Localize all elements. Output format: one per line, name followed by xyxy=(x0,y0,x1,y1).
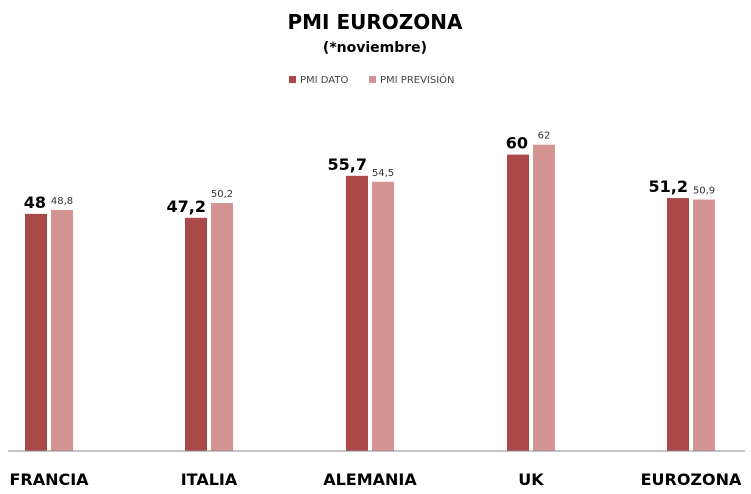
value-label-prevision-eurozona: 50,9 xyxy=(693,186,715,197)
value-label-prevision-francia: 48,8 xyxy=(51,196,73,207)
value-label-dato-francia: 48 xyxy=(24,193,46,212)
legend-swatch-prevision xyxy=(369,76,376,83)
value-label-prevision-alemania: 54,5 xyxy=(372,168,394,179)
legend-label-dato: PMI DATO xyxy=(300,75,348,86)
bar-prevision-francia xyxy=(51,209,73,451)
chart-title: PMI EUROZONA xyxy=(288,10,464,34)
bar-dato-eurozona xyxy=(667,198,689,451)
category-label-francia: FRANCIA xyxy=(9,470,89,489)
value-label-dato-alemania: 55,7 xyxy=(328,155,367,174)
legend-swatch-dato xyxy=(289,76,296,83)
category-label-alemania: ALEMANIA xyxy=(323,470,417,489)
category-label-uk: UK xyxy=(518,470,544,489)
legend-label-prevision: PMI PREVISIÓN xyxy=(380,73,455,86)
category-label-eurozona: EUROZONA xyxy=(641,470,742,489)
bar-dato-italia xyxy=(185,217,207,451)
chart-subtitle: (*noviembre) xyxy=(323,40,427,56)
category-labels-layer: FRANCIA ITALIA ALEMANIA UK EUROZONA xyxy=(9,470,742,489)
bar-prevision-eurozona xyxy=(693,199,715,451)
value-label-dato-italia: 47,2 xyxy=(167,197,206,216)
bar-dato-alemania xyxy=(346,175,368,452)
bars-layer xyxy=(25,144,715,452)
value-label-dato-uk: 60 xyxy=(506,134,528,153)
bar-prevision-alemania xyxy=(372,181,394,451)
value-label-prevision-italia: 50,2 xyxy=(211,189,233,200)
bar-prevision-uk xyxy=(533,144,555,451)
bar-dato-uk xyxy=(507,154,529,451)
value-label-prevision-uk: 62 xyxy=(538,131,551,142)
value-label-dato-eurozona: 51,2 xyxy=(649,177,688,196)
category-label-italia: ITALIA xyxy=(181,470,238,489)
bar-dato-francia xyxy=(25,213,47,451)
bar-prevision-italia xyxy=(211,203,233,451)
legend: PMI DATO PMI PREVISIÓN xyxy=(289,73,455,86)
value-labels-layer: 48 48,8 47,2 50,2 55,7 54,5 60 62 51,2 50,9 xyxy=(24,131,715,216)
